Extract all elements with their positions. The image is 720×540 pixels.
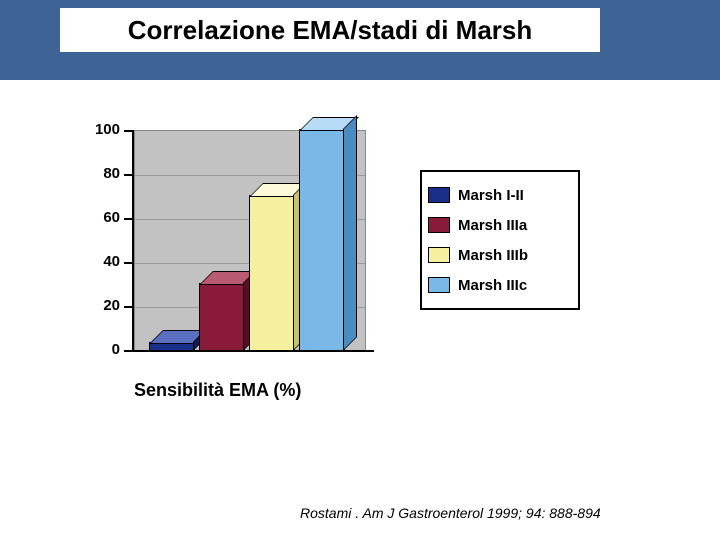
- bar-2: [249, 185, 305, 351]
- y-tick-label: 0: [80, 341, 120, 358]
- legend-item: Marsh IIIa: [428, 210, 572, 240]
- bar-3: [299, 119, 355, 351]
- legend-swatch: [428, 247, 450, 263]
- legend-swatch: [428, 277, 450, 293]
- legend-swatch: [428, 187, 450, 203]
- legend: Marsh I-II Marsh IIIa Marsh IIIb Marsh IIIc: [420, 170, 580, 310]
- legend-item: Marsh IIIb: [428, 240, 572, 270]
- y-tick: [124, 262, 132, 264]
- legend-label: Marsh I-II: [458, 187, 524, 204]
- bar-0: [149, 332, 205, 351]
- title-box: Correlazione EMA/stadi di Marsh: [60, 8, 600, 52]
- x-axis-label: Sensibilità EMA (%): [134, 380, 301, 401]
- y-tick-label: 20: [80, 297, 120, 314]
- legend-label: Marsh IIIb: [458, 247, 528, 264]
- legend-item: Marsh I-II: [428, 180, 572, 210]
- plot-area: [134, 130, 366, 352]
- bar-1: [199, 273, 255, 351]
- y-tick-label: 100: [80, 121, 120, 138]
- y-tick: [124, 218, 132, 220]
- y-tick-label: 40: [80, 253, 120, 270]
- y-axis: [132, 130, 134, 350]
- bar-chart: 020406080100 Sensibilità EMA (%) Marsh I…: [80, 130, 640, 420]
- y-tick: [124, 174, 132, 176]
- y-tick: [124, 130, 132, 132]
- legend-label: Marsh IIIc: [458, 277, 527, 294]
- y-tick-label: 60: [80, 209, 120, 226]
- citation: Rostami . Am J Gastroenterol 1999; 94: 8…: [300, 505, 601, 521]
- y-tick: [124, 350, 132, 352]
- y-tick-label: 80: [80, 165, 120, 182]
- y-tick: [124, 306, 132, 308]
- legend-label: Marsh IIIa: [458, 217, 527, 234]
- legend-swatch: [428, 217, 450, 233]
- x-axis: [124, 350, 374, 352]
- legend-item: Marsh IIIc: [428, 270, 572, 300]
- page-title: Correlazione EMA/stadi di Marsh: [128, 15, 533, 46]
